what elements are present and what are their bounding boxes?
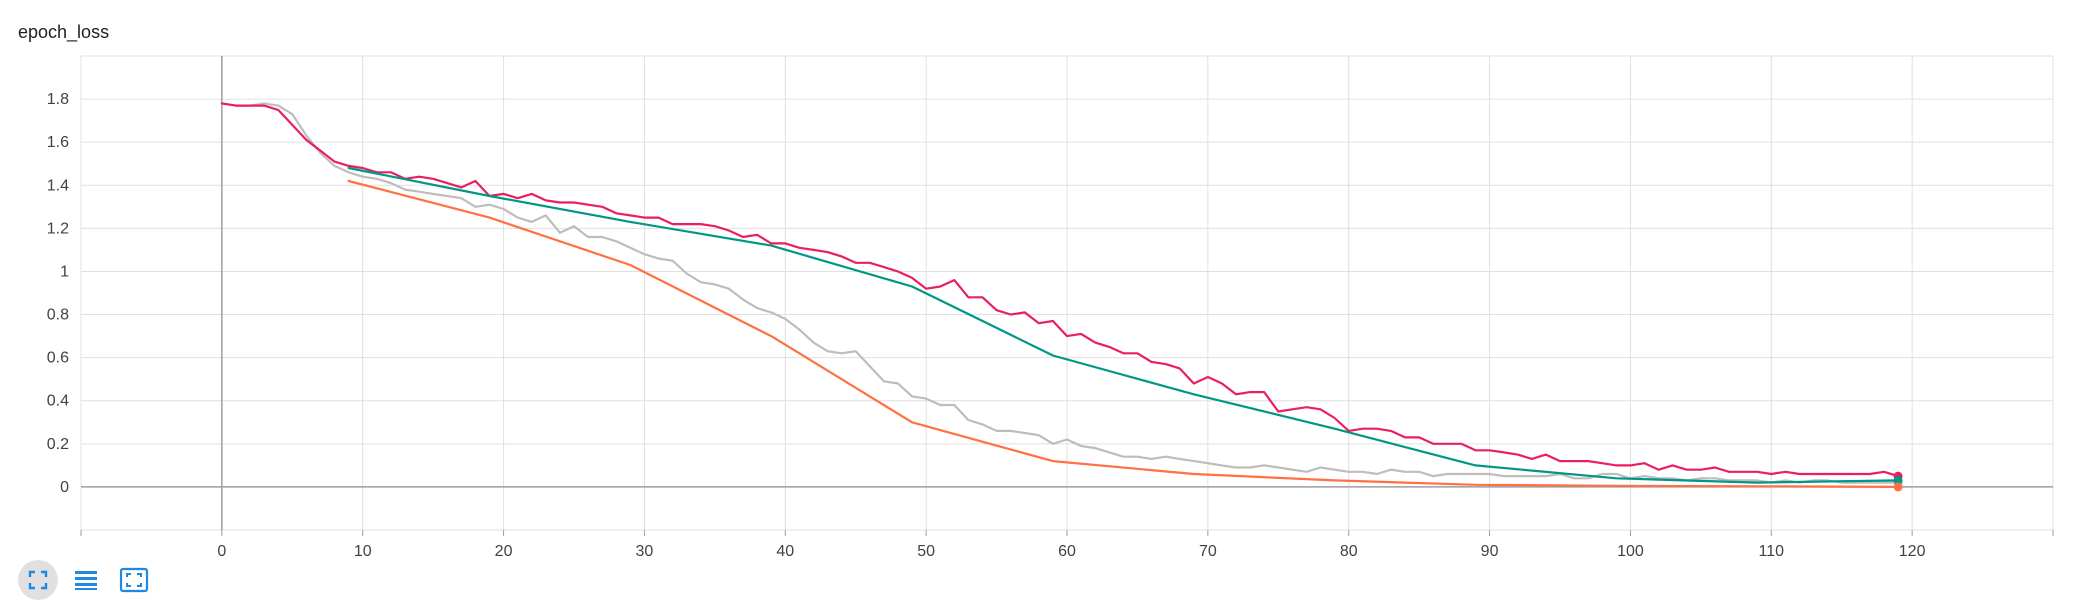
end-markers bbox=[1893, 471, 1903, 492]
y-tick-label: 0.2 bbox=[47, 436, 69, 453]
x-tick-label: 120 bbox=[1899, 543, 1926, 560]
grid bbox=[80, 55, 2054, 531]
toggle-y-log-button[interactable] bbox=[66, 560, 106, 600]
x-tick-label: 40 bbox=[776, 543, 794, 560]
chart-title: epoch_loss bbox=[18, 22, 110, 42]
y-tick-label: 0.8 bbox=[47, 307, 69, 324]
x-tick-label: 110 bbox=[1759, 543, 1785, 560]
fullscreen-icon bbox=[28, 570, 48, 590]
x-tick-label: 0 bbox=[217, 543, 226, 560]
x-tick-label: 60 bbox=[1058, 543, 1076, 560]
series-line-1 bbox=[220, 102, 1900, 484]
x-tick-label: 70 bbox=[1199, 543, 1217, 560]
series-line-4 bbox=[347, 179, 1900, 488]
x-tick-label: 50 bbox=[917, 543, 935, 560]
y-tick-label: 1.4 bbox=[47, 177, 69, 194]
y-tick-label: 1.6 bbox=[47, 134, 69, 151]
chart-toolbar bbox=[18, 560, 154, 600]
y-tick-label: 0.6 bbox=[47, 350, 69, 367]
series-end-marker-4 bbox=[1893, 482, 1903, 492]
y-tick-label: 1 bbox=[60, 263, 69, 280]
y-tick-label: 1.2 bbox=[47, 220, 69, 237]
y-tick-label: 0 bbox=[60, 479, 69, 496]
series-line-3 bbox=[347, 166, 1900, 484]
fit-screen-icon bbox=[119, 567, 149, 593]
y-tick-label: 1.8 bbox=[47, 91, 69, 108]
toggle-expand-button[interactable] bbox=[18, 560, 58, 600]
x-tick-label: 100 bbox=[1617, 543, 1644, 560]
x-tick-label: 90 bbox=[1481, 543, 1499, 560]
x-tick-label: 30 bbox=[636, 543, 654, 560]
y-tick-label: 0.4 bbox=[47, 393, 69, 410]
x-tick-label: 10 bbox=[354, 543, 372, 560]
series-end-marker-3 bbox=[1893, 475, 1903, 485]
series-lines bbox=[220, 102, 1900, 488]
x-tick-label: 80 bbox=[1340, 543, 1358, 560]
series-line-2 bbox=[220, 102, 1900, 478]
list-lines-icon bbox=[75, 571, 97, 590]
x-tick-label: 20 bbox=[495, 543, 513, 560]
fit-domain-button[interactable] bbox=[114, 560, 154, 600]
tick-labels: 0 10 20 30 40 50 60 70 80 90 100 110 120 0 0.2 0.4 0.6 0.… bbox=[47, 91, 1926, 560]
